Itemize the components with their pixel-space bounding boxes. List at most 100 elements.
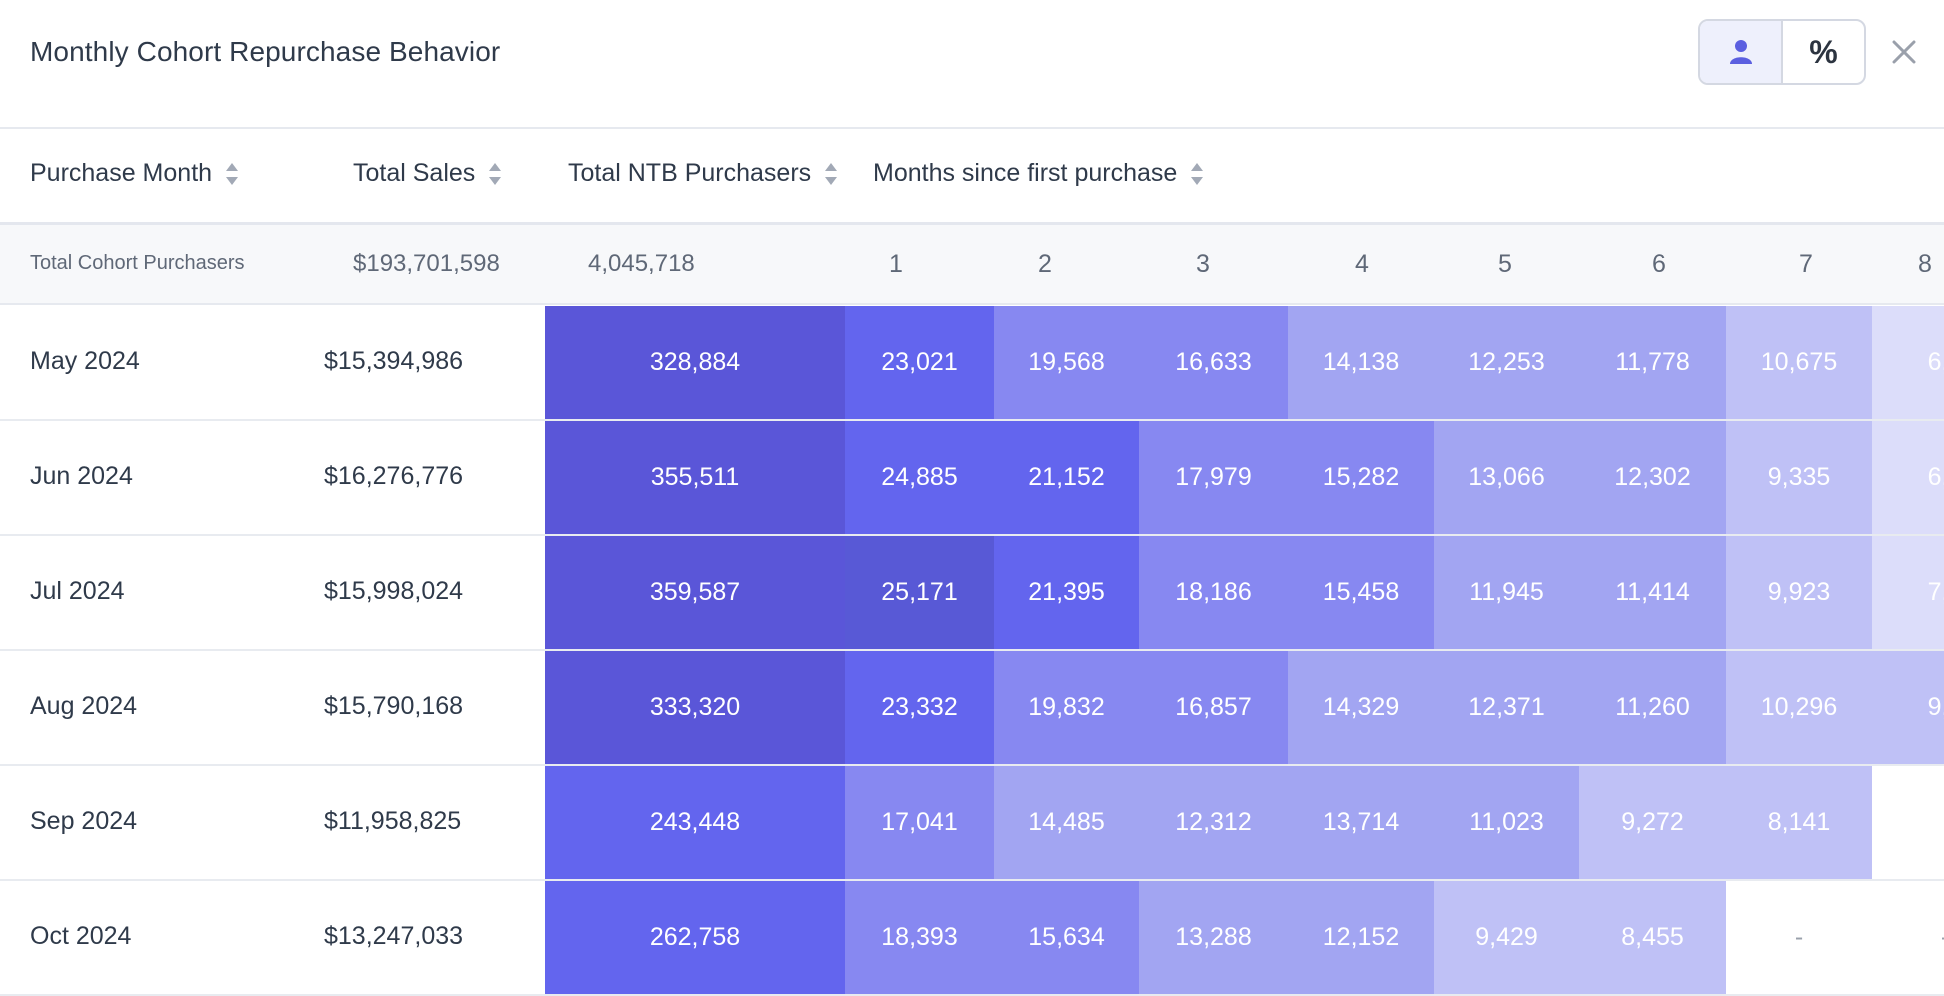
cohort-cell[interactable]: 11,260 xyxy=(1579,651,1726,764)
row-ntb-cell[interactable]: 328,884 xyxy=(545,306,845,419)
header-purchase-month[interactable]: Purchase Month xyxy=(30,159,239,188)
month-number: 3 xyxy=(1196,250,1210,278)
table-row: May 2024 $15,394,986 328,884 23,021 19,568 16… xyxy=(0,306,1944,421)
cohort-cell[interactable]: 9,923 xyxy=(1726,536,1872,649)
cohort-cell[interactable]: 6,0 xyxy=(1872,306,1944,419)
cohort-cell[interactable]: 15,634 xyxy=(994,881,1139,994)
toggle-count-button[interactable] xyxy=(1700,21,1783,83)
cohort-cell[interactable]: 12,152 xyxy=(1288,881,1434,994)
cohort-cell[interactable]: 13,714 xyxy=(1288,766,1434,879)
cohort-cell[interactable]: 9,335 xyxy=(1726,421,1872,534)
cohort-cell[interactable]: 10,296 xyxy=(1726,651,1872,764)
totals-row: Total Cohort Purchasers $193,701,598 4,0… xyxy=(0,225,1944,305)
cohort-cell[interactable]: 14,329 xyxy=(1288,651,1434,764)
cohort-cell[interactable]: 24,885 xyxy=(845,421,994,534)
month-number: 2 xyxy=(1038,250,1052,278)
cohort-cell[interactable]: 13,066 xyxy=(1434,421,1579,534)
cohort-cell[interactable]: 23,332 xyxy=(845,651,994,764)
totals-ntb: 4,045,718 xyxy=(588,250,695,277)
cohort-cell[interactable]: 11,414 xyxy=(1579,536,1726,649)
cohort-cell[interactable]: 18,393 xyxy=(845,881,994,994)
totals-label: Total Cohort Purchasers xyxy=(30,252,245,274)
cohort-cell[interactable] xyxy=(1872,766,1944,879)
cohort-cell[interactable]: 18,186 xyxy=(1139,536,1288,649)
cohort-cell[interactable]: 9,2 xyxy=(1872,651,1944,764)
sort-icon xyxy=(825,162,838,186)
header-months-since[interactable]: Months since first purchase xyxy=(873,159,1204,188)
table-row: Jun 2024 $16,276,776 355,511 24,885 21,152 17… xyxy=(0,421,1944,536)
cohort-cell[interactable]: 12,312 xyxy=(1139,766,1288,879)
sort-icon xyxy=(489,162,502,186)
cohort-cell[interactable]: 8,141 xyxy=(1726,766,1872,879)
cohort-cell[interactable]: 17,979 xyxy=(1139,421,1288,534)
month-number: 7 xyxy=(1799,250,1813,278)
month-number: 6 xyxy=(1652,250,1666,278)
toggle-percent-button[interactable]: % xyxy=(1783,21,1864,83)
cohort-cell[interactable]: 11,945 xyxy=(1434,536,1579,649)
totals-sales: $193,701,598 xyxy=(353,250,500,277)
row-purchase-month: Jun 2024 xyxy=(30,462,133,490)
cohort-cell[interactable]: 12,253 xyxy=(1434,306,1579,419)
row-purchase-month: May 2024 xyxy=(30,347,140,375)
cohort-cell[interactable]: 13,288 xyxy=(1139,881,1288,994)
table-row: Jul 2024 $15,998,024 359,587 25,171 21,395 18… xyxy=(0,536,1944,651)
cohort-cell[interactable]: 23,021 xyxy=(845,306,994,419)
row-total-sales: $15,394,986 xyxy=(324,347,464,375)
cohort-cell[interactable]: 25,171 xyxy=(845,536,994,649)
cohort-cell[interactable]: 6,0 xyxy=(1872,421,1944,534)
header-total-ntb[interactable]: Total NTB Purchasers xyxy=(568,159,838,188)
table-row: Sep 2024 $11,958,825 243,448 17,041 14,485 12… xyxy=(0,766,1944,881)
cohort-cell[interactable]: 19,568 xyxy=(994,306,1139,419)
cohort-cell[interactable]: 9,272 xyxy=(1579,766,1726,879)
cohort-cell[interactable]: 19,832 xyxy=(994,651,1139,764)
row-total-sales: $16,276,776 xyxy=(324,462,464,490)
cohort-cell[interactable]: 16,857 xyxy=(1139,651,1288,764)
row-ntb-cell[interactable]: 262,758 xyxy=(545,881,845,994)
cohort-cell[interactable]: 12,302 xyxy=(1579,421,1726,534)
cohort-cell[interactable]: 9,429 xyxy=(1434,881,1579,994)
row-total-sales: $15,790,168 xyxy=(324,692,464,720)
table-row: Oct 2024 $13,247,033 262,758 18,393 15,634 13… xyxy=(0,881,1944,996)
row-purchase-month: Jul 2024 xyxy=(30,577,125,605)
row-ntb-cell[interactable]: 333,320 xyxy=(545,651,845,764)
table-header: Purchase Month Total Sales Total NTB Pur… xyxy=(0,129,1944,225)
header-total-sales[interactable]: Total Sales xyxy=(353,159,502,188)
sort-icon xyxy=(226,162,239,186)
cohort-cell[interactable]: 11,778 xyxy=(1579,306,1726,419)
header-purchase-month-label: Purchase Month xyxy=(30,159,213,187)
header-months-since-label: Months since first purchase xyxy=(873,159,1178,187)
cohort-cell[interactable]: 11,023 xyxy=(1434,766,1579,879)
row-total-sales: $11,958,825 xyxy=(324,807,462,835)
cohort-cell[interactable]: 14,138 xyxy=(1288,306,1434,419)
table-row: Aug 2024 $15,790,168 333,320 23,332 19,832 16… xyxy=(0,651,1944,766)
cohort-cell[interactable]: 15,458 xyxy=(1288,536,1434,649)
header-total-ntb-label: Total NTB Purchasers xyxy=(568,159,812,187)
row-total-sales: $15,998,024 xyxy=(324,577,464,605)
close-button[interactable] xyxy=(1886,34,1922,70)
month-number: 5 xyxy=(1498,250,1512,278)
cohort-cell[interactable]: 17,041 xyxy=(845,766,994,879)
row-divider xyxy=(0,764,1944,766)
cohort-cell[interactable]: 21,152 xyxy=(994,421,1139,534)
row-ntb-cell[interactable]: 359,587 xyxy=(545,536,845,649)
close-icon xyxy=(1892,40,1916,64)
view-toggle: % xyxy=(1698,19,1866,85)
cohort-cell[interactable]: 21,395 xyxy=(994,536,1139,649)
cohort-cell[interactable]: 14,485 xyxy=(994,766,1139,879)
sort-icon xyxy=(1191,162,1204,186)
row-ntb-cell[interactable]: 355,511 xyxy=(545,421,845,534)
percent-label: % xyxy=(1809,33,1838,70)
cohort-cell[interactable]: 16,633 xyxy=(1139,306,1288,419)
row-divider xyxy=(0,879,1944,881)
cohort-cell[interactable]: 15,282 xyxy=(1288,421,1434,534)
cohort-cell[interactable]: 12,371 xyxy=(1434,651,1579,764)
cohort-cell[interactable]: 10,675 xyxy=(1726,306,1872,419)
cohort-cell[interactable]: 8,455 xyxy=(1579,881,1726,994)
modal-title: Monthly Cohort Repurchase Behavior xyxy=(30,36,501,67)
row-divider xyxy=(0,534,1944,536)
cohort-cell[interactable]: - xyxy=(1726,881,1872,994)
cohort-cell[interactable]: - xyxy=(1872,881,1944,994)
row-ntb-cell[interactable]: 243,448 xyxy=(545,766,845,879)
month-number: 4 xyxy=(1355,250,1369,278)
cohort-cell[interactable]: 7,0 xyxy=(1872,536,1944,649)
